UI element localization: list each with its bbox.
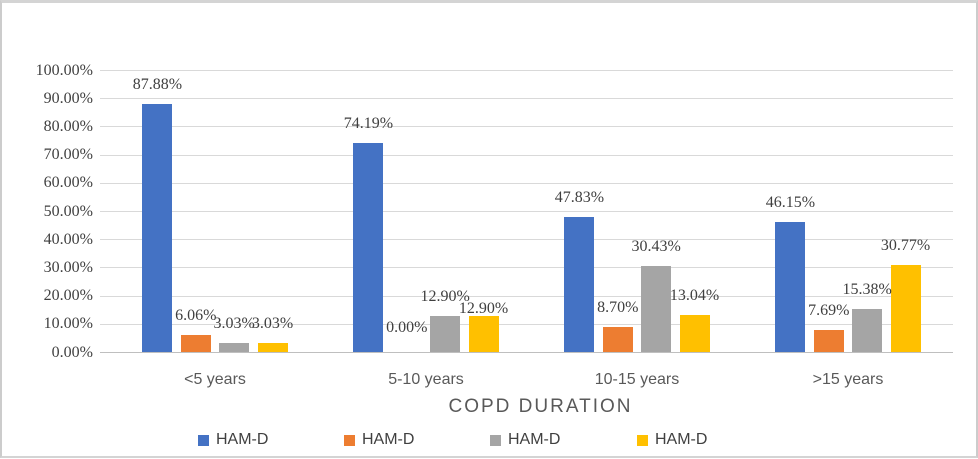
bar-data-label: 74.19% (343, 114, 394, 132)
bar-data-label: 87.88% (132, 76, 183, 94)
y-axis-tick-label: 80.00% (43, 117, 93, 135)
legend-item: HAM-D (198, 431, 268, 449)
category-label: 5-10 years (388, 371, 464, 388)
bar-data-label: 7.69% (808, 302, 850, 320)
bar-data-label: 8.70% (597, 299, 639, 317)
gridline (100, 267, 953, 269)
gridline (100, 98, 953, 100)
bar-data-label: 15.38% (842, 280, 892, 298)
bar-data-label: 3.03% (251, 315, 294, 333)
bar (180, 334, 211, 352)
bar-data-label: 6.06% (175, 306, 217, 324)
bar-data-label: 46.15% (765, 193, 816, 211)
bar (890, 265, 921, 352)
bar (430, 315, 461, 352)
y-axis-tick-label: 90.00% (43, 89, 93, 107)
y-axis-tick-label: 40.00% (43, 230, 93, 248)
y-axis-tick-label: 100.00% (35, 61, 93, 79)
legend-swatch (490, 434, 501, 446)
bar-data-label: 47.83% (554, 189, 605, 207)
legend-label: HAM-D (216, 431, 269, 448)
legend-label: HAM-D (362, 431, 415, 448)
bar-data-label: 13.04% (669, 287, 720, 305)
legend-item: HAM-D (490, 431, 560, 449)
x-axis-line (100, 352, 953, 353)
bar-data-label: 12.90% (458, 299, 509, 317)
bar-data-label: 3.03% (213, 315, 255, 333)
bar (257, 343, 288, 352)
gridline (100, 211, 953, 212)
gridline (100, 182, 953, 184)
gridline (100, 323, 953, 325)
bar (775, 221, 806, 352)
y-axis-tick-label: 10.00% (43, 315, 93, 333)
legend-item: HAM-D (637, 431, 707, 449)
bar (852, 308, 883, 352)
y-axis-tick-label: 20.00% (43, 287, 93, 305)
gridline (100, 70, 953, 71)
x-axis-title: COPD DURATION (448, 396, 633, 417)
bar-data-label: 30.43% (631, 238, 681, 256)
bar (353, 142, 384, 352)
bar (679, 315, 710, 352)
bar (468, 315, 499, 352)
bar (602, 327, 633, 352)
bar (219, 343, 250, 352)
bar-data-label: 30.77% (880, 237, 931, 255)
legend-item: HAM-D (344, 431, 414, 449)
y-axis-tick-label: 0.00% (51, 343, 93, 361)
gridline (100, 154, 953, 156)
y-axis-tick-label: 70.00% (43, 146, 93, 164)
gridline (100, 239, 953, 241)
gridline (100, 295, 953, 297)
category-label: <5 years (184, 371, 246, 388)
category-label: >15 years (812, 371, 884, 388)
y-axis-tick-label: 50.00% (43, 202, 93, 220)
legend-swatch (198, 434, 209, 446)
bar (641, 266, 672, 352)
bar-data-label: 12.90% (420, 287, 470, 305)
legend-swatch (637, 434, 648, 446)
legend-label: HAM-D (508, 431, 561, 448)
legend-swatch (344, 434, 355, 446)
bar (142, 104, 173, 352)
bar (564, 217, 595, 352)
y-axis-tick-label: 60.00% (43, 174, 93, 192)
category-label: 10-15 years (594, 371, 680, 388)
bar-data-label: 0.00% (386, 319, 428, 336)
legend-label: HAM-D (655, 431, 708, 448)
bar (813, 330, 844, 352)
y-axis-tick-label: 30.00% (43, 258, 93, 276)
gridline (100, 126, 953, 128)
